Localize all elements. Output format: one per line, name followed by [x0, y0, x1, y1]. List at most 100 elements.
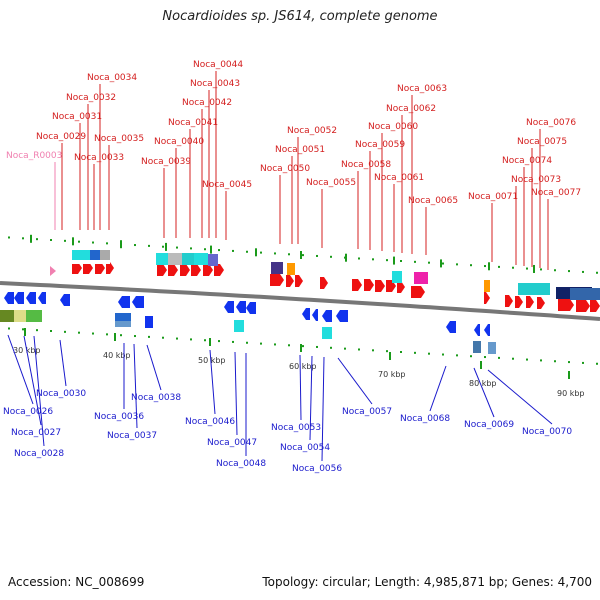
reverse-gene-arrow — [132, 296, 144, 308]
track-dot — [456, 354, 458, 357]
track-dot — [134, 244, 136, 247]
reverse-gene-arrow — [322, 310, 332, 322]
gene-label: Noca_0057 — [342, 407, 392, 417]
track-dot — [148, 244, 150, 247]
feature-box — [208, 254, 218, 266]
track-dot — [8, 327, 10, 330]
gene-label: Noca_0077 — [531, 188, 581, 198]
gene-label: Noca_0041 — [168, 118, 218, 128]
track-dot — [526, 267, 528, 270]
label-leader-line — [337, 357, 373, 405]
gene-label: Noca_0045 — [202, 180, 252, 190]
gene-label: Noca_0044 — [193, 60, 243, 70]
track-dot — [274, 343, 276, 346]
map-title: Nocardioides sp. JS614, complete genome — [162, 9, 438, 24]
track-dot — [330, 346, 332, 349]
track-dot — [484, 356, 486, 359]
scale-label: 50 kbp — [198, 356, 226, 365]
feature-box — [484, 280, 490, 292]
track-dot — [232, 340, 234, 343]
reverse-gene-arrow — [26, 292, 36, 304]
track-dot — [120, 334, 122, 337]
forward-gene-arrow — [397, 281, 405, 293]
gene-label: Noca_0037 — [107, 431, 157, 441]
scale-label: 70 kbp — [378, 370, 406, 379]
track-dot — [596, 271, 598, 274]
track-dot — [554, 269, 556, 272]
gene-label: Noca_0059 — [355, 140, 405, 150]
track-dot — [162, 245, 164, 248]
reverse-gene-arrow — [484, 324, 490, 336]
track-dot — [176, 337, 178, 340]
feature-box — [72, 260, 110, 264]
track-dot — [596, 362, 598, 365]
track-dot — [470, 264, 472, 267]
track-dot — [372, 349, 374, 352]
gene-label: Noca_0033 — [74, 153, 124, 163]
major-tick — [120, 240, 122, 249]
gene-label: Noca_0071 — [468, 192, 518, 202]
track-dot — [316, 345, 318, 348]
major-tick — [72, 237, 74, 246]
feature-box — [271, 262, 283, 274]
gene-label: Noca_0030 — [36, 389, 86, 399]
gene-label: Noca_R0003 — [6, 151, 62, 161]
feature-box — [473, 341, 481, 353]
label-leader-line — [299, 354, 302, 421]
track-dot — [568, 361, 570, 364]
gene-label: Noca_0028 — [14, 449, 64, 459]
scale-tick — [568, 371, 570, 379]
label-leader-line — [429, 365, 447, 412]
label-leader-line — [234, 351, 238, 436]
track-dot — [428, 261, 430, 264]
track-dot — [190, 338, 192, 341]
gene-label: Noca_0052 — [287, 126, 337, 136]
track-dot — [50, 239, 52, 241]
gene-label: Noca_0029 — [36, 132, 86, 142]
track-dot — [92, 241, 94, 244]
feature-box — [287, 263, 295, 275]
track-dot — [386, 350, 388, 353]
track-dot — [386, 259, 388, 262]
forward-gene-arrow — [558, 299, 574, 311]
track-dot — [22, 328, 24, 331]
genome-summary-text: Topology: circular; Length: 4,985,871 bp… — [262, 575, 592, 589]
label-leader-line — [473, 367, 495, 418]
feature-box — [488, 342, 496, 354]
forward-gene-arrow — [72, 262, 82, 274]
gene-label: Noca_0031 — [52, 112, 102, 122]
forward-gene-arrow — [83, 262, 93, 274]
track-dot — [442, 353, 444, 356]
track-dot — [330, 255, 332, 258]
track-dot — [512, 266, 514, 269]
forward-gene-arrow — [484, 292, 490, 304]
label-leader-line — [7, 334, 34, 405]
track-dot — [162, 336, 164, 339]
label-leader-line — [487, 369, 553, 425]
label-leader-line — [59, 339, 67, 387]
track-dot — [582, 270, 584, 273]
track-dot — [484, 265, 486, 268]
track-dot — [358, 348, 360, 351]
track-dot — [64, 330, 66, 333]
track-dot — [64, 239, 66, 242]
reverse-gene-arrow — [236, 301, 246, 313]
scale-label: 80 kbp — [469, 379, 497, 388]
label-leader-line — [146, 344, 162, 391]
forward-gene-arrow — [191, 264, 201, 276]
gene-label: Noca_0048 — [216, 459, 266, 469]
track-dot — [204, 248, 206, 251]
forward-gene-arrow — [106, 262, 114, 274]
gene-label: Noca_0056 — [292, 464, 342, 474]
major-tick — [393, 256, 395, 265]
major-tick — [165, 242, 167, 251]
gene-label: Noca_0068 — [400, 414, 450, 424]
feature-box — [322, 327, 332, 339]
major-tick — [30, 234, 32, 243]
gene-label: Noca_0063 — [397, 84, 447, 94]
track-dot — [134, 335, 136, 338]
gene-label: Noca_0076 — [526, 118, 576, 128]
forward-gene-arrow — [168, 264, 178, 276]
forward-gene-arrow — [590, 300, 600, 312]
scale-tick — [389, 352, 391, 360]
